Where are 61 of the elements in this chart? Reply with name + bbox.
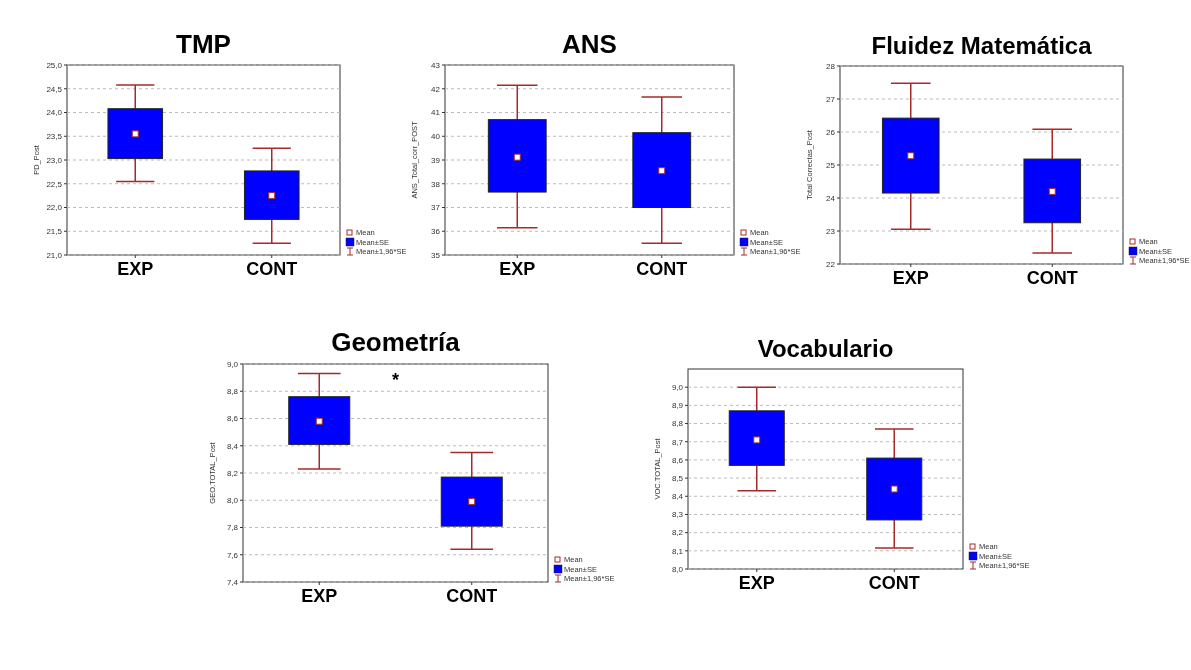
y-tick-label: 8,8 — [226, 387, 239, 397]
chart-title: Fluidez Matemática — [871, 32, 1093, 59]
y-tick-label: 8,4 — [226, 441, 239, 451]
x-tick-label: EXP — [892, 268, 929, 288]
chart-title: ANS — [562, 29, 617, 59]
y-tick-label: 8,3 — [671, 510, 684, 520]
y-tick-label: 8,6 — [671, 455, 684, 465]
y-tick-label: 27 — [826, 94, 836, 104]
y-tick-label: 36 — [431, 227, 441, 237]
y-tick-label: 24,5 — [46, 84, 63, 94]
chart-title: TMP — [176, 29, 231, 59]
y-tick-label: 7,4 — [226, 577, 239, 587]
y-tick-label: 25,0 — [46, 60, 63, 70]
x-tick-label: CONT — [636, 259, 688, 279]
x-tick-label: CONT — [446, 586, 498, 606]
x-tick-label: EXP — [738, 573, 775, 593]
x-tick-label: EXP — [499, 259, 536, 279]
y-tick-label: 21,0 — [46, 250, 63, 260]
y-tick-label: 8,0 — [671, 564, 684, 574]
chart-title: Vocabulario — [757, 335, 894, 362]
y-tick-label: 23,0 — [46, 155, 63, 165]
y-tick-label: 37 — [431, 203, 441, 213]
y-tick-label: 28 — [826, 61, 836, 71]
y-tick-label: 8,2 — [226, 468, 239, 478]
x-tick-label: CONT — [868, 573, 920, 593]
y-tick-label: 8,2 — [671, 528, 684, 538]
y-tick-label: 7,6 — [226, 550, 239, 560]
y-tick-label: 22,5 — [46, 179, 63, 189]
x-tick-label: CONT — [1026, 268, 1078, 288]
y-tick-label: 38 — [431, 179, 441, 189]
y-tick-label: 8,8 — [671, 419, 684, 429]
y-tick-label: 22,0 — [46, 203, 63, 213]
y-tick-label: 8,0 — [226, 496, 239, 506]
y-tick-label: 23,5 — [46, 132, 63, 142]
y-tick-label: 7,8 — [226, 523, 239, 533]
y-tick-label: 8,7 — [671, 437, 684, 447]
x-tick-label: EXP — [301, 586, 338, 606]
annotation: * — [391, 370, 400, 390]
y-tick-label: 23 — [826, 226, 836, 236]
y-tick-label: 8,4 — [671, 492, 684, 502]
y-tick-label: 22 — [826, 259, 836, 269]
y-tick-label: 43 — [431, 60, 441, 70]
y-tick-label: 8,1 — [671, 546, 684, 556]
y-tick-label: 42 — [431, 84, 441, 94]
y-tick-label: 39 — [431, 155, 441, 165]
y-tick-label: 26 — [826, 127, 836, 137]
y-tick-label: 8,5 — [671, 473, 684, 483]
y-tick-label: 41 — [431, 108, 441, 118]
chart-title: Geometría — [331, 327, 461, 357]
y-tick-label: 25 — [826, 160, 836, 170]
y-tick-label: 24 — [826, 193, 836, 203]
y-tick-label: 8,6 — [226, 414, 239, 424]
y-tick-label: 35 — [431, 250, 441, 260]
y-tick-label: 9,0 — [671, 382, 684, 392]
x-tick-label: CONT — [246, 259, 298, 279]
y-tick-label: 24,0 — [46, 108, 63, 118]
y-tick-label: 21,5 — [46, 227, 63, 237]
y-tick-label: 40 — [431, 132, 441, 142]
y-tick-label: 8,9 — [671, 401, 684, 411]
y-tick-label: 9,0 — [226, 359, 239, 369]
x-tick-label: EXP — [117, 259, 154, 279]
